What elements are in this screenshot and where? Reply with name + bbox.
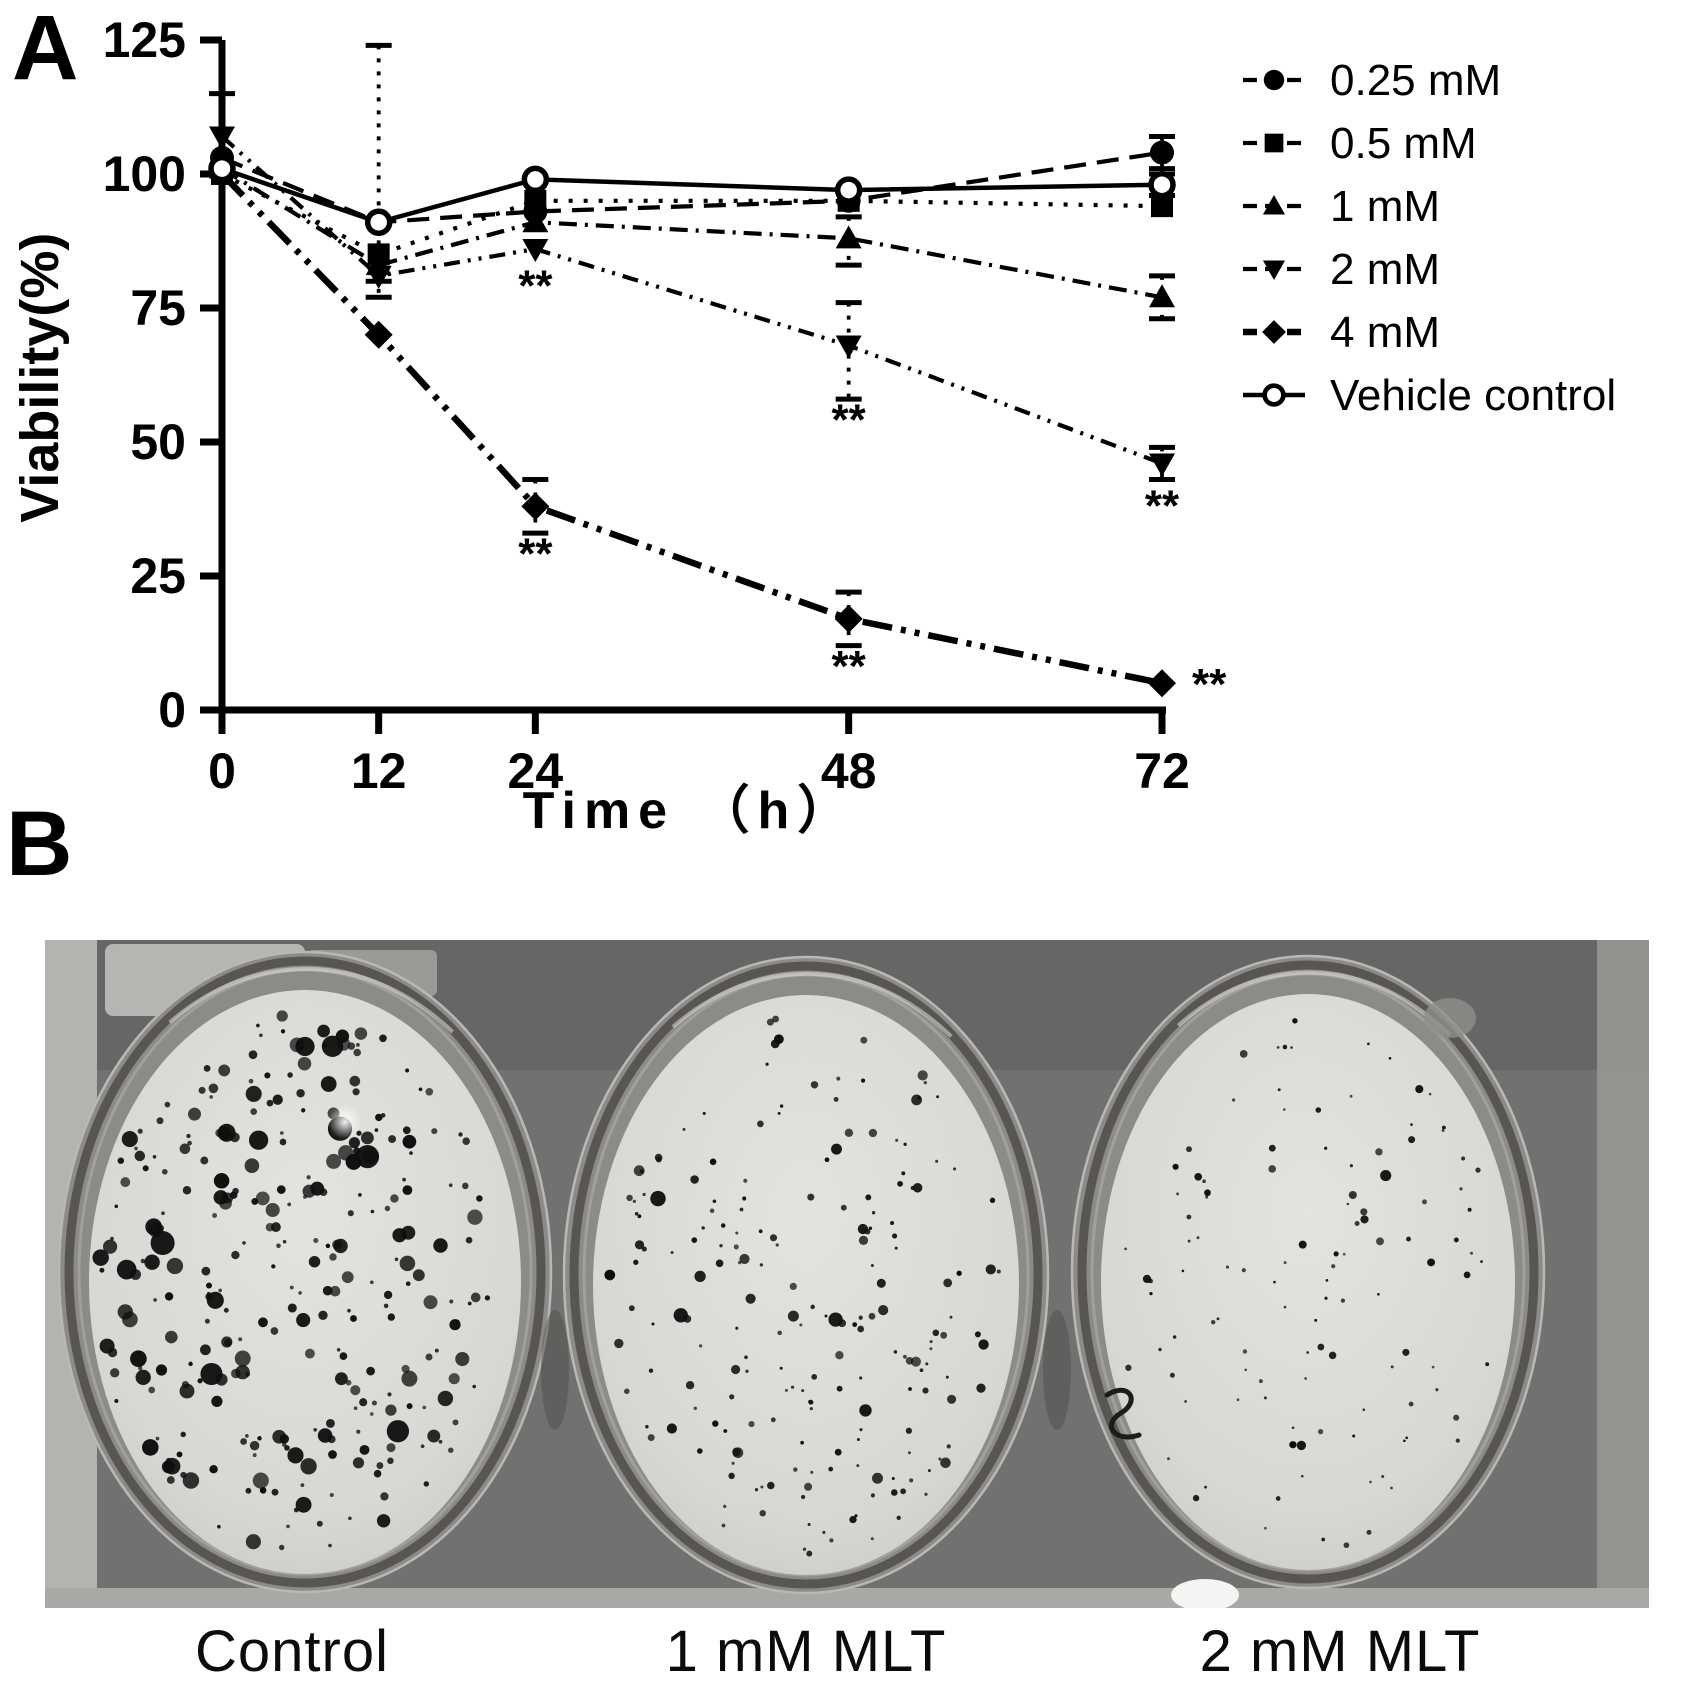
point-4-mm-t24 (521, 492, 550, 521)
point-4-mm-t48 (834, 604, 863, 633)
legend: 0.25 mM 0.5 mM 1 mM 2 mM 4 mM Vehicle control (1243, 56, 1616, 420)
dish-ring (64, 956, 546, 1588)
legend-marker (1262, 194, 1286, 215)
point-1-mm-t24 (522, 209, 549, 233)
point-vehicle-control-t24 (521, 165, 550, 194)
y-tick-label: 0 (158, 682, 186, 738)
y-tick-label: 125 (103, 12, 186, 68)
rim-highlight (671, 971, 953, 1038)
y-axis-title: Viability(%) (10, 233, 70, 523)
significance-stars: ** (1192, 660, 1227, 709)
colonies-medium (604, 1015, 1001, 1557)
legend-entry-1-mm: 1 mM (1243, 182, 1440, 231)
point-1-mm-t72 (1149, 284, 1175, 308)
significance-stars: ** (1145, 481, 1180, 530)
point-0-25-mm-t72 (1150, 140, 1174, 165)
legend-label: Vehicle control (1330, 371, 1616, 420)
series-line-4-mm (219, 171, 1163, 687)
legend-entry-0-5-mm: 0.5 mM (1243, 119, 1477, 168)
dish-2-mm-mlt (1070, 954, 1546, 1590)
point-1-mm-t48 (835, 225, 862, 249)
point-2-mm-t24 (522, 239, 549, 263)
panel-b-label: B (6, 793, 73, 895)
colonies-low (1124, 1018, 1490, 1549)
dish-label-1mm-mlt: 1 mM MLT (665, 1619, 947, 1684)
point-0-5-mm-t72 (1151, 195, 1173, 218)
plate-right-edge (1597, 940, 1649, 1608)
legend-label: 0.5 mM (1330, 119, 1477, 168)
dish-ring (1077, 960, 1539, 1584)
legend-label: 4 mM (1330, 308, 1440, 357)
smudge (1424, 998, 1476, 1038)
significance-stars: ** (518, 530, 553, 579)
series-line-0-25-mm (221, 150, 1163, 225)
legend-entry-2-mm: 2 mM (1243, 245, 1440, 294)
membrane (1101, 994, 1515, 1570)
series-markers (208, 126, 1176, 698)
plate-bottom-edge (45, 1588, 1649, 1608)
rim-highlight (1176, 970, 1452, 1037)
point-vehicle-control-t48 (834, 176, 863, 204)
legend-marker (1262, 320, 1286, 344)
point-vehicle-control-t0 (208, 154, 236, 183)
dish-1-mm-mlt (562, 955, 1050, 1595)
x-tick-label: 12 (351, 743, 407, 799)
point-vehicle-control-t12 (364, 208, 393, 236)
colony-assay-photo (45, 940, 1649, 1608)
point-vehicle-control-t72 (1148, 170, 1176, 199)
glare-spot (328, 1105, 362, 1139)
legend-entry-0-25-mm: 0.25 mM (1243, 56, 1501, 105)
series-lines (219, 134, 1163, 687)
point-2-mm-t12 (365, 265, 392, 289)
dish-label-control: Control (195, 1619, 389, 1684)
dish-ring (569, 961, 1043, 1589)
y-tick-label: 100 (103, 146, 186, 202)
x-tick-label: 0 (208, 743, 236, 799)
point-2-mm-t72 (1149, 453, 1175, 477)
point-2-mm-t48 (835, 335, 862, 359)
x-tick-label: 48 (821, 743, 877, 799)
point-2-mm-t0 (209, 126, 235, 150)
panel-a-label: A (12, 0, 79, 99)
legend-label: 2 mM (1330, 245, 1440, 294)
legend-label: 0.25 mM (1330, 56, 1501, 105)
x-tick-label: 24 (508, 743, 564, 799)
legend-entry-4-mm: 4 mM (1243, 308, 1440, 357)
point-0-5-mm-t24 (524, 189, 547, 212)
dish-label-2mm-mlt: 2 mM MLT (1199, 1619, 1481, 1684)
error-bars (209, 42, 1175, 649)
dish-control (57, 950, 553, 1594)
significance-stars: ** (832, 396, 867, 445)
pen-mark (1104, 1387, 1142, 1440)
legend-marker (1264, 133, 1284, 153)
rim-highlight (168, 966, 454, 1034)
legend-marker (1263, 69, 1285, 91)
significance-stars: ** (518, 262, 553, 311)
legend-label: 1 mM (1330, 182, 1440, 231)
y-tick-label: 25 (130, 548, 186, 604)
white-patch (1171, 1579, 1239, 1608)
membrane (89, 990, 521, 1574)
point-4-mm-t72 (1148, 669, 1176, 698)
legend-marker (1262, 383, 1286, 407)
point-4-mm-t12 (364, 320, 393, 349)
legend-marker (1262, 260, 1286, 281)
y-tick-label: 50 (130, 414, 186, 470)
x-axis-title: Time （h） (523, 782, 858, 840)
membrane (593, 995, 1019, 1575)
significance-stars: ** (832, 642, 867, 691)
axes: 0 25 50 75 100 125 0 12 24 48 72 (103, 12, 1190, 799)
x-tick-label: 72 (1134, 743, 1190, 799)
legend-entry-vehicle-control: Vehicle control (1243, 371, 1616, 420)
y-tick-label: 75 (130, 280, 186, 336)
viability-line-chart: 0 25 50 75 100 125 0 12 24 48 72 Viability(%) Time （… (10, 12, 1616, 840)
